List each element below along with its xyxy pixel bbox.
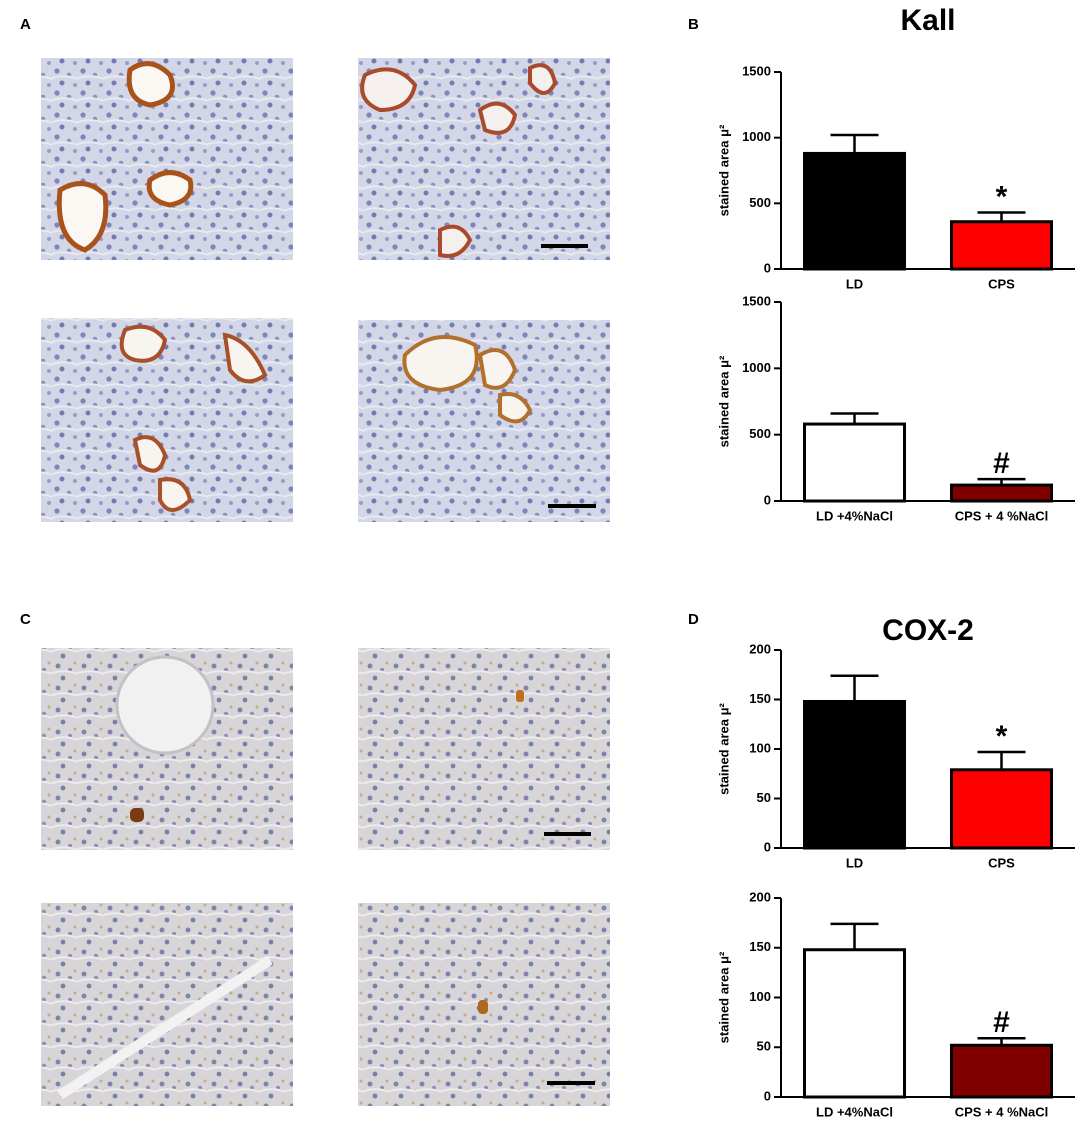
bar [950, 768, 1053, 850]
x-tick-label: LD [846, 855, 863, 870]
micrograph [358, 320, 610, 522]
bar [950, 1043, 1053, 1099]
y-tick-label: 100 [749, 989, 771, 1004]
chart-title: Kall [900, 4, 955, 37]
y-tick-label: 1000 [742, 129, 771, 144]
stained-tubule [360, 63, 558, 258]
panel-label: B [688, 16, 699, 33]
y-tick-label: 1500 [742, 63, 771, 78]
bar [803, 699, 906, 850]
micrograph-group [41, 58, 610, 522]
tubule-lumen [57, 955, 273, 1100]
stained-tubule [56, 61, 194, 253]
bar [803, 422, 906, 503]
error-bar [830, 133, 879, 154]
y-tick-label: 50 [757, 790, 771, 805]
bar [950, 220, 1053, 271]
stained-cell [130, 808, 144, 822]
error-bar [830, 412, 879, 425]
x-tick-label: CPS [988, 276, 1015, 291]
bar-chart: stained area μ² 0 500 1000 1500 LD +4%NaCl CPS… [716, 293, 1075, 523]
y-tick-label: 100 [749, 740, 771, 755]
y-tick-label: 0 [764, 260, 771, 275]
significance-mark: # [993, 1006, 1010, 1039]
y-tick-label: 500 [749, 195, 771, 210]
significance-mark: * [996, 180, 1008, 213]
y-axis-title: stained area μ² [716, 702, 731, 794]
y-tick-label: 0 [764, 492, 771, 507]
significance-mark: # [993, 447, 1010, 480]
bar [803, 948, 906, 1099]
x-tick-label: LD +4%NaCl [816, 1104, 893, 1119]
stained-tubule [402, 335, 533, 424]
micrograph [358, 648, 610, 850]
y-tick-label: 1500 [742, 293, 771, 308]
y-tick-label: 150 [749, 939, 771, 954]
stained-cell [516, 690, 524, 702]
bar [803, 151, 906, 271]
error-bar [977, 750, 1026, 770]
y-tick-label: 200 [749, 889, 771, 904]
error-bar [977, 211, 1026, 222]
x-tick-label: LD +4%NaCl [816, 508, 893, 523]
y-axis-title: stained area μ² [716, 124, 731, 216]
y-tick-label: 150 [749, 691, 771, 706]
y-axis-title: stained area μ² [716, 951, 731, 1043]
micrograph [41, 903, 293, 1106]
bar [950, 483, 1053, 503]
y-axis-title: stained area μ² [716, 355, 731, 447]
error-bar [977, 1037, 1026, 1046]
y-tick-label: 200 [749, 641, 771, 656]
x-tick-label: CPS [988, 855, 1015, 870]
significance-mark: * [996, 720, 1008, 753]
y-tick-label: 500 [749, 426, 771, 441]
stained-cell [478, 1000, 488, 1014]
chart-title: COX-2 [882, 614, 974, 647]
error-bar [977, 477, 1026, 486]
error-bar [830, 674, 879, 702]
bar-chart: Kall stained area μ² 0 500 1000 1500 LD CPS * [716, 4, 1075, 291]
glomerulus [115, 655, 215, 755]
y-tick-label: 50 [757, 1039, 771, 1054]
x-tick-label: CPS + 4 %NaCl [955, 1104, 1049, 1119]
micrograph-group [41, 648, 610, 1106]
x-tick-label: CPS + 4 %NaCl [955, 508, 1049, 523]
x-tick-label: LD [846, 276, 863, 291]
panel-label: A [20, 16, 31, 33]
panel-label: C [20, 611, 31, 628]
panel-label: D [688, 611, 699, 628]
y-tick-label: 0 [764, 839, 771, 854]
bar-chart: stained area μ² 0 50 100 150 200 LD +4%NaCl CPS… [716, 889, 1075, 1119]
y-tick-label: 0 [764, 1088, 771, 1103]
error-bar [830, 922, 879, 950]
y-tick-label: 1000 [742, 360, 771, 375]
bar-chart: COX-2 stained area μ² 0 50 100 150 200 LD CPS * [716, 614, 1075, 870]
stained-tubule [119, 324, 268, 512]
